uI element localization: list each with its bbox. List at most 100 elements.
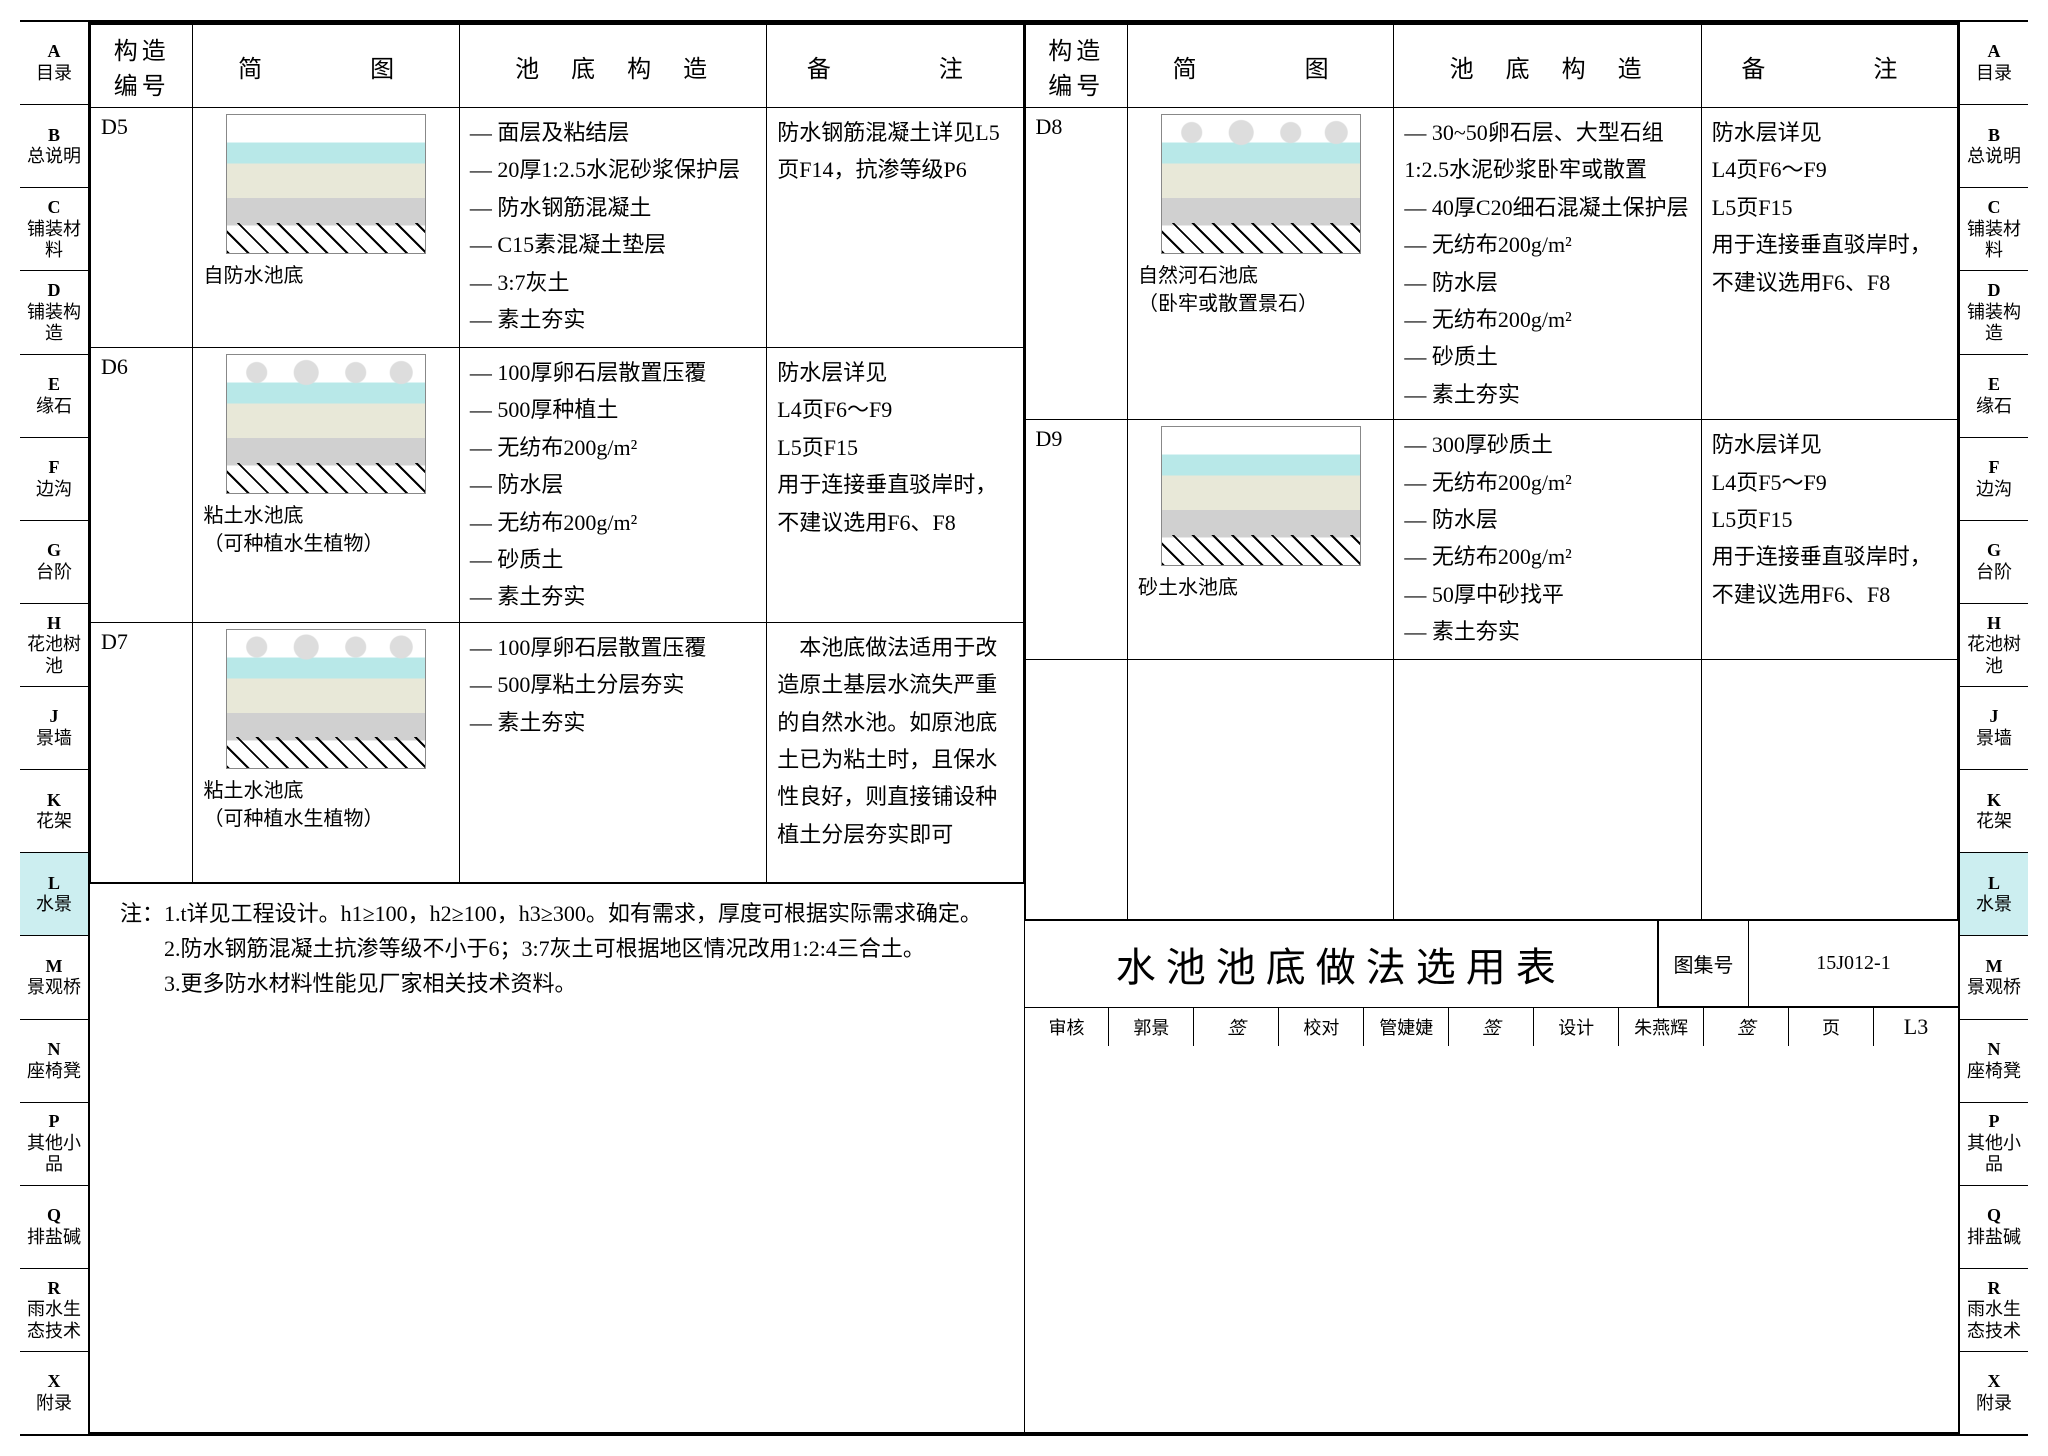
diagram-caption: 自防水池底 (203, 262, 448, 290)
footnote-line: 2.防水钢筋混凝土抗渗等级不小于6；3:7灰土可根据地区情况改用1:2:4三合土… (120, 931, 994, 966)
audit-label: 审核 (1025, 1008, 1110, 1046)
remark: 防水层详见L4页F6～F9L5页F15用于连接垂直驳岸时，不建议选用F6、F8 (1701, 108, 1957, 420)
check-sig: 签 (1449, 1008, 1534, 1046)
footnotes: 注：1.t详见工程设计。h1≥100，h2≥100，h3≥300。如有需求，厚度… (90, 883, 1024, 1014)
index-tab-R[interactable]: R雨水生态技术 (1960, 1269, 2028, 1352)
index-tab-R[interactable]: R雨水生态技术 (20, 1269, 88, 1352)
table-row: D8自然河石池底（卧牢或散置景石）30~50卵石层、大型石组1:2.5水泥砂浆卧… (1025, 108, 1958, 420)
index-tab-C[interactable]: C铺装材料 (1960, 188, 2028, 271)
footnote-line: 注：1.t详见工程设计。h1≥100，h2≥100，h3≥300。如有需求，厚度… (120, 896, 994, 931)
section-diagram: 自然河石池底（卧牢或散置景石） (1127, 108, 1393, 420)
right-index-tabs: A目录B总说明C铺装材料D铺装构造E缘石F边沟G台阶H花池树池J景墙K花架L水景… (1958, 20, 2028, 1436)
section-diagram: 自防水池底 (193, 108, 459, 348)
col-diagram: 简 图 (1127, 25, 1393, 108)
construction-code: D9 (1025, 420, 1127, 660)
remark: 防水钢筋混凝土详见L5页F14，抗渗等级P6 (767, 108, 1023, 348)
col-code: 构造编号 (1025, 25, 1127, 108)
index-tab-E[interactable]: E缘石 (1960, 355, 2028, 438)
table-row: D5 自防水池底面层及粘结层20厚1:2.5水泥砂浆保护层防水钢筋混凝土C15素混… (91, 108, 1024, 348)
index-tab-Q[interactable]: Q排盐碱 (1960, 1186, 2028, 1269)
index-tab-J[interactable]: J景墙 (20, 687, 88, 770)
design-sig: 签 (1704, 1008, 1789, 1046)
section-graphic (1161, 114, 1361, 254)
index-tab-M[interactable]: M景观桥 (1960, 936, 2028, 1019)
index-tab-H[interactable]: H花池树池 (20, 604, 88, 687)
index-tab-K[interactable]: K花架 (20, 770, 88, 853)
col-diagram: 简 图 (193, 25, 459, 108)
section-diagram: 砂土水池底 (1127, 420, 1393, 660)
diagram-caption: 砂土水池底 (1138, 574, 1383, 602)
col-structure: 池 底 构 造 (1394, 25, 1701, 108)
index-tab-H[interactable]: H花池树池 (1960, 604, 2028, 687)
signature-row: 审核 郭景 签 校对 管婕婕 签 设计 朱燕辉 签 页 L3 (1025, 1007, 1959, 1046)
index-tab-M[interactable]: M景观桥 (20, 936, 88, 1019)
index-tab-P[interactable]: P其他小品 (20, 1103, 88, 1186)
index-tab-J[interactable]: J景墙 (1960, 687, 2028, 770)
table-row (1025, 660, 1958, 920)
title-block: 水池池底做法选用表 图集号 15J012-1 审核 郭景 签 校对 (1025, 920, 1959, 1046)
footnote-line: 3.更多防水材料性能见厂家相关技术资料。 (120, 966, 994, 1001)
drawing-page: A目录B总说明C铺装材料D铺装构造E缘石F边沟G台阶H花池树池J景墙K花架L水景… (20, 20, 2028, 1436)
index-tab-N[interactable]: N座椅凳 (1960, 1020, 2028, 1103)
index-tab-X[interactable]: X附录 (1960, 1352, 2028, 1436)
section-graphic (226, 629, 426, 769)
right-table: 构造编号简 图池 底 构 造备 注 D8自然河石池底（卧牢或散置景石）30~50… (1025, 24, 1959, 920)
set-number: 15J012-1 (1748, 921, 1958, 1007)
page-number: L3 (1874, 1008, 1958, 1046)
section-diagram: 粘土水池底（可种植水生植物） (193, 348, 459, 623)
section-graphic (1161, 426, 1361, 566)
diagram-caption: 粘土水池底（可种植水生植物） (203, 777, 448, 833)
audit-sig: 签 (1194, 1008, 1279, 1046)
layer-structure: 30~50卵石层、大型石组1:2.5水泥砂浆卧牢或散置40厚C20细石混凝土保护… (1394, 108, 1701, 420)
index-tab-Q[interactable]: Q排盐碱 (20, 1186, 88, 1269)
remark: 防水层详见L4页F6～F9L5页F15用于连接垂直驳岸时，不建议选用F6、F8 (767, 348, 1023, 623)
drawing-title: 水池池底做法选用表 (1025, 921, 1659, 1007)
main-content: 构造编号简 图池 底 构 造备 注 D5自防水池底面层及粘结层20厚1:2.5水… (90, 20, 1958, 1436)
remark: 防水层详见L4页F5～F9L5页F15用于连接垂直驳岸时，不建议选用F6、F8 (1701, 420, 1957, 660)
diagram-caption: 粘土水池底（可种植水生植物） (203, 502, 448, 558)
index-tab-B[interactable]: B总说明 (1960, 105, 2028, 188)
table-row: D7粘土水池底（可种植水生植物）100厚卵石层散置压覆500厚粘土分层夯实素土夯… (91, 622, 1024, 882)
left-table: 构造编号简 图池 底 构 造备 注 D5 自防水池底面层及粘结层20厚1:2.5水… (90, 24, 1024, 883)
index-tab-E[interactable]: E缘石 (20, 355, 88, 438)
set-label: 图集号 (1658, 921, 1748, 1007)
audit-name: 郭景 (1109, 1008, 1194, 1046)
col-note: 备 注 (767, 25, 1023, 108)
index-tab-D[interactable]: D铺装构造 (1960, 271, 2028, 354)
index-tab-B[interactable]: B总说明 (20, 105, 88, 188)
col-code: 构造编号 (91, 25, 193, 108)
index-tab-L[interactable]: L水景 (20, 853, 88, 936)
left-index-tabs: A目录B总说明C铺装材料D铺装构造E缘石F边沟G台阶H花池树池J景墙K花架L水景… (20, 20, 90, 1436)
index-tab-A[interactable]: A目录 (20, 20, 88, 105)
index-tab-G[interactable]: G台阶 (1960, 521, 2028, 604)
remark: 本池底做法适用于改造原土基层水流失严重的自然水池。如原池底土已为粘土时，且保水性… (767, 622, 1023, 882)
design-name: 朱燕辉 (1619, 1008, 1704, 1046)
diagram-caption: 自然河石池底（卧牢或散置景石） (1138, 262, 1383, 318)
construction-code: D8 (1025, 108, 1127, 420)
construction-code: D6 (91, 348, 193, 623)
construction-code: D5 (91, 108, 193, 348)
layer-structure: 100厚卵石层散置压覆500厚粘土分层夯实素土夯实 (459, 622, 766, 882)
index-tab-P[interactable]: P其他小品 (1960, 1103, 2028, 1186)
index-tab-K[interactable]: K花架 (1960, 770, 2028, 853)
index-tab-F[interactable]: F边沟 (1960, 438, 2028, 521)
check-label: 校对 (1279, 1008, 1364, 1046)
index-tab-F[interactable]: F边沟 (20, 438, 88, 521)
col-structure: 池 底 构 造 (459, 25, 766, 108)
index-tab-N[interactable]: N座椅凳 (20, 1020, 88, 1103)
section-graphic (226, 354, 426, 494)
table-row: D9 砂土水池底 300厚砂质土无纺布200g/m²防水层无纺布200g/m²50厚… (1025, 420, 1958, 660)
layer-structure: 面层及粘结层20厚1:2.5水泥砂浆保护层防水钢筋混凝土C15素混凝土垫层3:7… (459, 108, 766, 348)
layer-structure: 300厚砂质土无纺布200g/m²防水层无纺布200g/m²50厚中砂找平素土夯… (1394, 420, 1701, 660)
index-tab-G[interactable]: G台阶 (20, 521, 88, 604)
index-tab-C[interactable]: C铺装材料 (20, 188, 88, 271)
index-tab-L[interactable]: L水景 (1960, 853, 2028, 936)
table-row: D6粘土水池底（可种植水生植物）100厚卵石层散置压覆500厚种植土无纺布200… (91, 348, 1024, 623)
col-note: 备 注 (1701, 25, 1957, 108)
index-tab-A[interactable]: A目录 (1960, 20, 2028, 105)
section-graphic (226, 114, 426, 254)
index-tab-D[interactable]: D铺装构造 (20, 271, 88, 354)
index-tab-X[interactable]: X附录 (20, 1352, 88, 1436)
section-diagram: 粘土水池底（可种植水生植物） (193, 622, 459, 882)
construction-code: D7 (91, 622, 193, 882)
